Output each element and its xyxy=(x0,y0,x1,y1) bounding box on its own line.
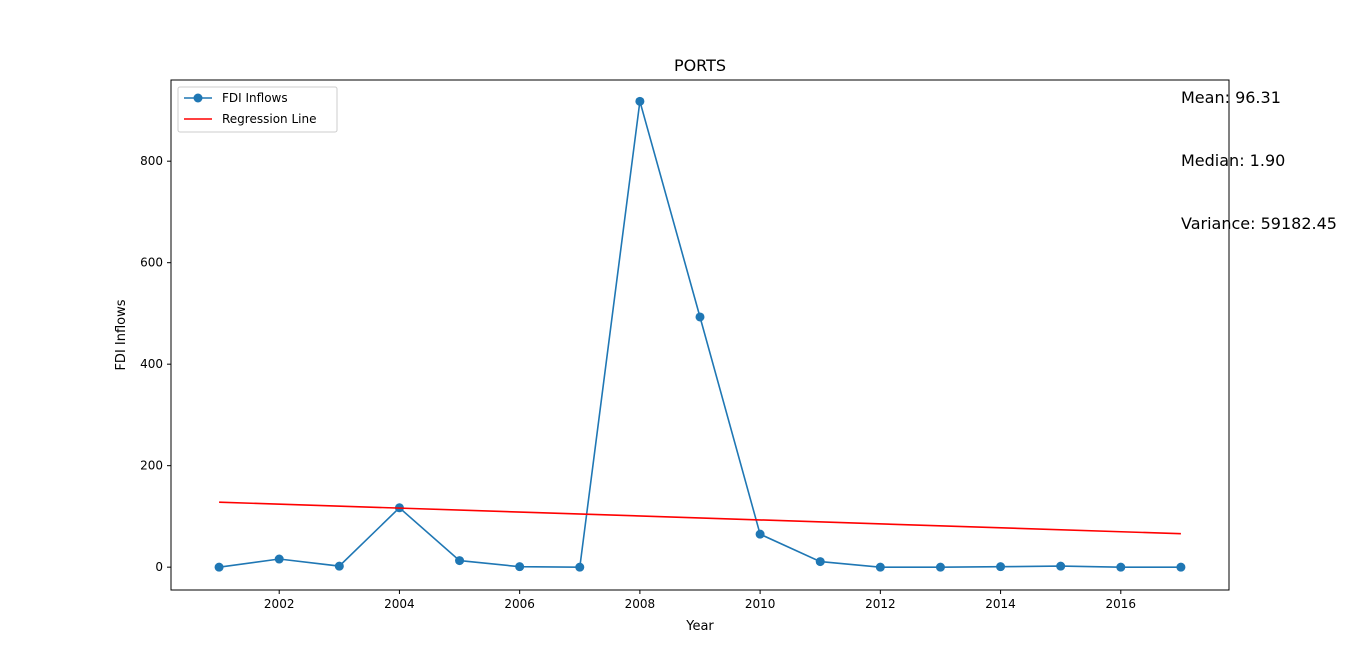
fdi-inflows-line xyxy=(218,101,1181,569)
y-tick-label: 0 xyxy=(155,560,163,574)
chart-title: PORTS xyxy=(674,56,726,75)
stats-mean: Mean: 96.31 xyxy=(1181,88,1281,107)
plot-frame xyxy=(170,79,1230,591)
x-tick-label: 2008 xyxy=(625,597,656,611)
data-point xyxy=(695,312,705,322)
x-tick-label: 2010 xyxy=(745,597,776,611)
y-tick-label: 200 xyxy=(140,459,163,473)
data-point xyxy=(575,562,585,572)
legend-label: FDI Inflows xyxy=(222,91,288,105)
data-point xyxy=(455,556,465,566)
x-tick-label: 2014 xyxy=(985,597,1016,611)
data-point xyxy=(1056,561,1066,571)
data-point xyxy=(515,562,525,572)
data-point xyxy=(755,529,765,539)
stats-box: Mean: 96.31 Median: 1.90 Variance: 59182… xyxy=(1181,45,1337,255)
y-tick-label: 800 xyxy=(140,154,163,168)
data-point xyxy=(996,562,1006,572)
y-tick-label: 600 xyxy=(140,256,163,270)
data-point xyxy=(815,557,825,567)
legend-box xyxy=(177,86,338,133)
y-axis-label: FDI Inflows xyxy=(114,299,129,370)
x-tick-label: 2012 xyxy=(865,597,896,611)
y-tick-label: 400 xyxy=(140,357,163,371)
x-tick-label: 2002 xyxy=(264,597,295,611)
data-point xyxy=(875,562,885,572)
x-tick-label: 2006 xyxy=(504,597,535,611)
legend-label: Regression Line xyxy=(222,112,316,126)
data-point xyxy=(635,96,645,106)
data-point xyxy=(214,562,224,572)
regression-line xyxy=(219,501,1181,535)
data-point xyxy=(334,561,344,571)
data-point xyxy=(1116,562,1126,572)
stats-variance: Variance: 59182.45 xyxy=(1181,214,1337,233)
x-tick-label: 2004 xyxy=(384,597,415,611)
x-axis-label: Year xyxy=(685,619,714,634)
data-point xyxy=(1176,562,1186,572)
stats-median: Median: 1.90 xyxy=(1181,151,1286,170)
x-tick-label: 2016 xyxy=(1106,597,1137,611)
legend-marker xyxy=(193,93,203,103)
data-point xyxy=(274,554,284,564)
data-point xyxy=(935,562,945,572)
